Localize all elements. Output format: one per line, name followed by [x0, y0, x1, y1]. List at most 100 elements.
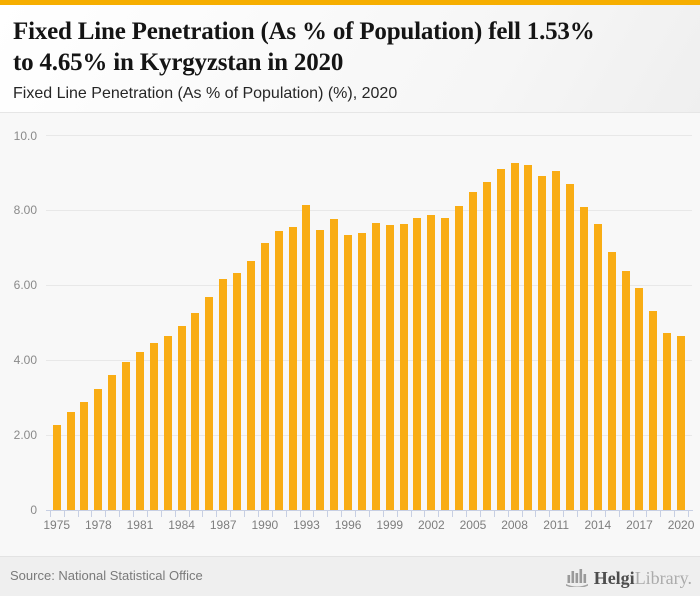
x-axis-tick — [313, 511, 315, 517]
x-axis-tick — [160, 511, 162, 517]
bar-2016[interactable] — [621, 271, 630, 510]
x-axis-tick — [632, 511, 634, 517]
header: Fixed Line Penetration (As % of Populati… — [0, 5, 700, 113]
bar-1990[interactable] — [260, 242, 269, 510]
bar-1980[interactable] — [122, 361, 131, 510]
bar-2003[interactable] — [441, 218, 450, 510]
bar-2015[interactable] — [607, 252, 616, 510]
y-axis-tick-label: 2.00 — [13, 428, 37, 443]
helgi-building-icon — [565, 566, 589, 592]
bar-1984[interactable] — [177, 326, 186, 510]
x-axis-tick — [146, 511, 148, 517]
x-axis-tick-label: 1999 — [376, 518, 404, 532]
x-axis-tick — [285, 511, 287, 517]
chart-subtitle: Fixed Line Penetration (As % of Populati… — [13, 85, 398, 102]
x-axis-tick — [257, 511, 259, 517]
gridline-8.00 — [46, 209, 692, 211]
footer: Source: National Statistical Office Helg… — [0, 556, 700, 596]
x-axis-tick — [521, 511, 523, 517]
x-axis-tick — [355, 511, 357, 517]
logo-text-helgi: Helgi — [593, 567, 635, 588]
x-axis-tick — [63, 511, 65, 517]
x-axis-tick — [271, 511, 273, 517]
x-axis-tick — [452, 511, 454, 517]
bar-2009[interactable] — [524, 164, 533, 510]
bar-1977[interactable] — [80, 402, 89, 510]
bar-2002[interactable] — [427, 215, 436, 510]
bar-2012[interactable] — [566, 184, 575, 510]
page-title: Fixed Line Penetration (As % of Populati… — [13, 18, 595, 76]
bar-1991[interactable] — [274, 230, 283, 510]
bar-1986[interactable] — [205, 296, 214, 510]
bar-1985[interactable] — [191, 313, 200, 510]
accent-top-bar — [0, 0, 700, 5]
bar-1994[interactable] — [316, 229, 325, 510]
bar-2010[interactable] — [538, 175, 547, 510]
x-axis-tick-label: 2017 — [626, 518, 653, 532]
x-axis-tick — [216, 511, 218, 517]
bar-1993[interactable] — [302, 205, 311, 510]
bar-1992[interactable] — [288, 227, 297, 510]
x-axis-tick — [466, 511, 468, 517]
bar-1976[interactable] — [66, 411, 75, 510]
bar-1982[interactable] — [149, 342, 158, 510]
gridline-2.00 — [46, 434, 692, 436]
bar-2011[interactable] — [552, 170, 561, 510]
x-axis-tick-label: 2005 — [459, 518, 487, 532]
x-axis-tick — [493, 511, 495, 517]
bar-2020[interactable] — [677, 335, 686, 510]
helgi-library-logo[interactable]: HelgiLibrary. — [565, 564, 692, 592]
x-axis-tick — [577, 511, 578, 517]
x-axis-tick — [535, 511, 537, 517]
y-axis-tick-label: 8.00 — [13, 203, 37, 218]
x-axis-tick — [368, 511, 370, 517]
bar-1987[interactable] — [219, 278, 228, 510]
bar-2004[interactable] — [455, 205, 464, 510]
bar-1979[interactable] — [108, 375, 117, 510]
bar-2001[interactable] — [413, 217, 422, 510]
bar-1981[interactable] — [135, 351, 144, 510]
chart-area: 0 2.00 4.00 6.00 8.00 10.0 1975 1978 1981 1984 198… — [0, 113, 700, 556]
bar-1996[interactable] — [344, 234, 353, 510]
x-axis-tick — [549, 511, 551, 517]
helgi-logo-text: HelgiLibrary. — [594, 568, 692, 589]
bar-1975[interactable] — [52, 424, 61, 510]
x-axis-tick — [479, 511, 481, 517]
x-axis-tick — [133, 511, 135, 517]
x-axis-tick — [230, 511, 232, 517]
bar-2008[interactable] — [510, 163, 519, 510]
x-axis-tick-label: 1981 — [126, 518, 154, 532]
x-axis-tick — [618, 511, 620, 517]
bar-1989[interactable] — [246, 260, 255, 510]
bar-1988[interactable] — [233, 273, 242, 510]
bar-1998[interactable] — [371, 223, 380, 510]
bar-2007[interactable] — [496, 169, 505, 510]
bar-2006[interactable] — [482, 181, 491, 510]
bar-1997[interactable] — [357, 232, 366, 510]
x-axis-tick — [49, 511, 51, 517]
x-axis-tick-label: 2011 — [543, 518, 570, 532]
x-axis-tick — [438, 511, 440, 517]
bar-1999[interactable] — [385, 225, 394, 510]
bar-1995[interactable] — [330, 219, 339, 510]
y-axis-tick-label: 10.0 — [13, 128, 37, 143]
x-axis-tick — [674, 511, 676, 517]
x-axis-tick — [299, 511, 301, 517]
x-axis-tick — [382, 511, 384, 517]
bar-2000[interactable] — [399, 223, 408, 510]
x-axis-tick — [244, 511, 246, 517]
bar-2013[interactable] — [579, 207, 588, 510]
bar-2014[interactable] — [593, 223, 602, 510]
x-axis-tick — [396, 511, 398, 517]
bar-1983[interactable] — [163, 336, 172, 510]
logo-text-library: Library. — [634, 567, 692, 588]
bar-1978[interactable] — [94, 388, 103, 510]
x-axis-tick — [604, 511, 606, 517]
bar-2005[interactable] — [468, 192, 477, 510]
bar-2017[interactable] — [635, 288, 644, 510]
bar-2018[interactable] — [649, 311, 658, 510]
x-axis-tick-label: 1987 — [209, 518, 237, 532]
bar-2019[interactable] — [663, 333, 672, 510]
x-axis-tick — [77, 511, 79, 517]
